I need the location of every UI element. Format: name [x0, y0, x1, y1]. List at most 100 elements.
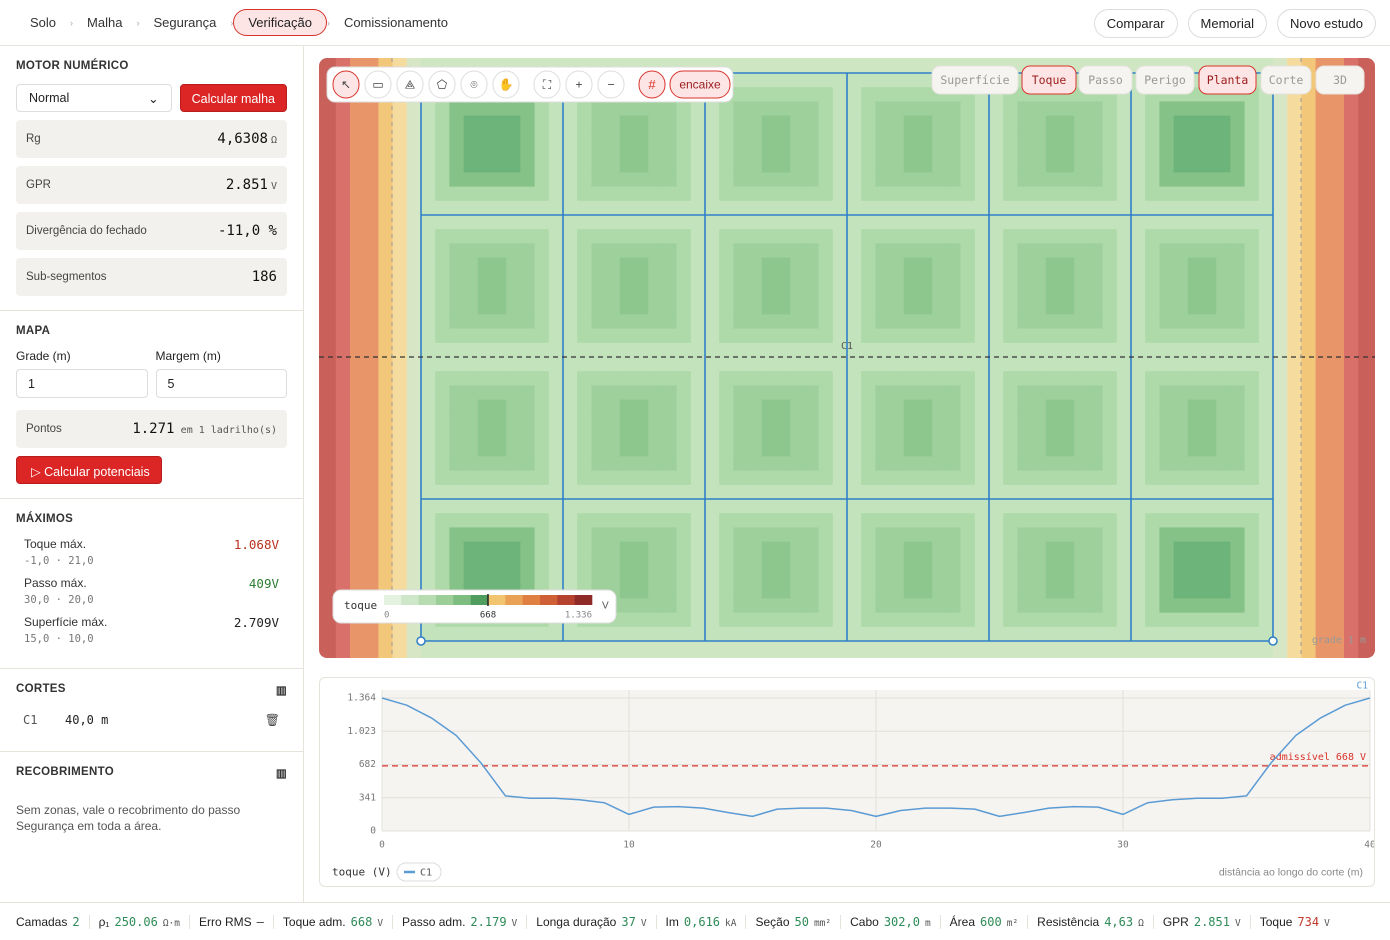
- heat-cell: [1344, 58, 1359, 60]
- heat-cell: [761, 58, 777, 60]
- view-button[interactable]: [1260, 65, 1312, 95]
- heat-cell: [406, 300, 422, 315]
- view-button[interactable]: [931, 65, 1019, 95]
- delete-icon[interactable]: 🗑: [264, 713, 280, 727]
- step[interactable]: Comissionamento: [343, 15, 448, 30]
- heat-cell: [1372, 271, 1375, 287]
- heat-cell: [1131, 484, 1146, 500]
- heat-cell: [875, 115, 890, 131]
- heat-cell: [946, 598, 961, 613]
- heat-cell: [989, 499, 1004, 514]
- heat-cell: [1159, 456, 1174, 471]
- heat-cell: [847, 215, 862, 230]
- step[interactable]: Verificação: [233, 9, 327, 36]
- calc-potentials-button[interactable]: ▷ Calcular potenciais: [16, 456, 162, 484]
- heat-cell: [1344, 470, 1359, 486]
- calc-mesh-button[interactable]: Calcular malha: [179, 84, 287, 112]
- map-icon[interactable]: ▥: [275, 768, 287, 780]
- status-value: 4,63: [1104, 914, 1134, 929]
- view-button[interactable]: [1315, 65, 1365, 95]
- heat-cell: [1358, 101, 1373, 116]
- heat-cell: [960, 641, 976, 656]
- tool-button[interactable]: [565, 70, 593, 99]
- heat-cell: [1159, 428, 1174, 443]
- heat-cell: [733, 470, 748, 486]
- step[interactable]: Malha: [87, 15, 123, 30]
- tool-button[interactable]: [428, 70, 456, 99]
- max-left: Toque máx. -1,0 · 21,0: [24, 537, 94, 567]
- tool-button[interactable]: [332, 70, 360, 99]
- heat-cell: [847, 570, 862, 585]
- heat-cell: [903, 371, 919, 386]
- heat-cell: [733, 215, 748, 230]
- heat-cell: [1287, 328, 1302, 344]
- heat-cell: [705, 200, 720, 216]
- status-value: 2.179: [470, 914, 507, 929]
- heat-cell: [1244, 598, 1260, 613]
- heat-cell: [1372, 300, 1375, 315]
- heat-cell: [705, 499, 720, 514]
- heat-cell: [449, 101, 464, 116]
- step[interactable]: Solo: [30, 15, 57, 30]
- tool-button[interactable]: [396, 70, 424, 99]
- heat-cell: [1131, 129, 1146, 145]
- heat-cell: [946, 527, 961, 542]
- heat-cell: [406, 470, 422, 486]
- heat-cell: [861, 527, 876, 542]
- heat-cell: [392, 428, 408, 443]
- heat-cell: [861, 271, 876, 287]
- step[interactable]: Segurança: [153, 15, 217, 30]
- map-icon[interactable]: ▥: [275, 685, 287, 697]
- view-button[interactable]: [1078, 65, 1133, 95]
- snap-button[interactable]: [669, 70, 731, 99]
- heat-cell: [1031, 186, 1047, 202]
- heat-cell: [761, 314, 777, 329]
- view-button[interactable]: [1198, 65, 1257, 95]
- margin-input[interactable]: 5: [155, 369, 287, 398]
- action-button[interactable]: Comparar: [1093, 9, 1178, 38]
- heat-cell: [1287, 229, 1302, 244]
- heat-cell: [946, 612, 961, 628]
- tool-button[interactable]: [492, 70, 520, 99]
- grid-toggle[interactable]: [638, 70, 666, 99]
- mode-select[interactable]: Normal ⌄: [16, 84, 172, 112]
- heat-cell: [506, 626, 521, 642]
- view-button[interactable]: [1135, 65, 1195, 95]
- heat-cell: [861, 314, 876, 329]
- heat-cell: [605, 328, 621, 344]
- heat-cell: [463, 626, 479, 642]
- tool-button[interactable]: [597, 70, 625, 99]
- heat-cell: [1102, 215, 1118, 230]
- heat-cell: [875, 598, 890, 613]
- grid-input[interactable]: 1: [16, 369, 148, 398]
- heat-cell: [506, 385, 521, 400]
- heat-cell: [960, 328, 976, 344]
- view-button[interactable]: [1021, 65, 1077, 95]
- heat-cell: [1088, 257, 1103, 273]
- heat-cell: [1003, 499, 1018, 514]
- heat-cell: [1060, 442, 1075, 457]
- heat-cell: [605, 513, 621, 528]
- heat-cell: [619, 413, 635, 429]
- tool-button[interactable]: [364, 70, 392, 99]
- heat-cell: [662, 570, 677, 585]
- heat-cell: [804, 215, 819, 230]
- tool-button[interactable]: [460, 70, 488, 99]
- heat-cell: [1173, 555, 1189, 571]
- action-button[interactable]: Memorial: [1187, 9, 1267, 38]
- heat-cell: [1273, 257, 1288, 273]
- heat-cell: [747, 357, 763, 372]
- tool-icon: ↖: [341, 78, 351, 92]
- handle[interactable]: [1268, 636, 1278, 646]
- heat-cell: [1017, 442, 1032, 457]
- heat-cell: [832, 87, 848, 102]
- heat-cell: [1074, 413, 1089, 429]
- heat-cell: [534, 470, 550, 486]
- heat-cell: [1045, 626, 1061, 642]
- heat-cell: [364, 342, 379, 358]
- tool-button[interactable]: [533, 70, 561, 99]
- handle[interactable]: [416, 636, 426, 646]
- heat-cell: [534, 555, 550, 571]
- action-button[interactable]: Novo estudo: [1277, 9, 1376, 38]
- max-position: -1,0 · 21,0: [24, 555, 94, 567]
